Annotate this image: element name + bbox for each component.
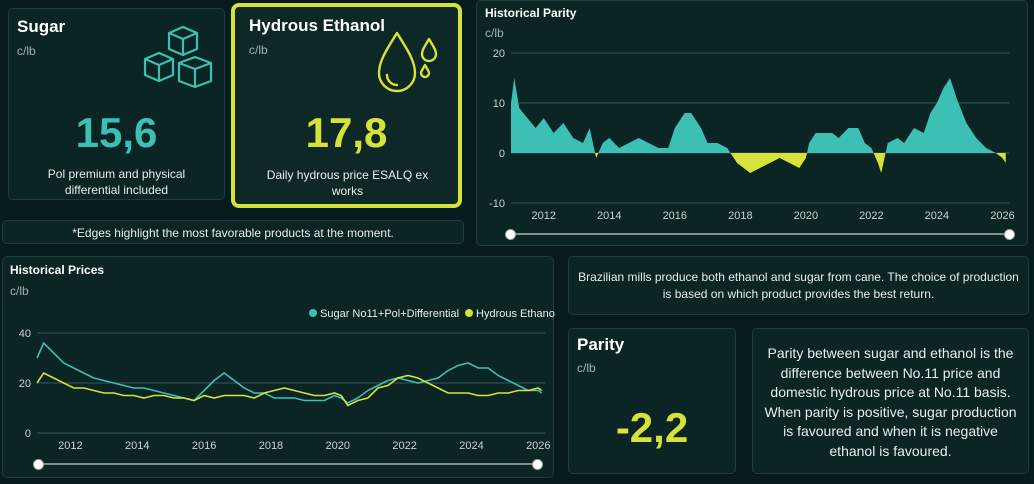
parity-title: Parity (577, 335, 625, 354)
ethanol-description: Daily hydrous price ESALQ ex works (266, 168, 429, 198)
parity-chart: -10 0 10 20 2012 2014 2016 2018 2020 2022 2024 2026 (489, 48, 1015, 222)
ethanol-card: Hydrous Ethanol c/lb 17,8 Daily hydrous … (231, 3, 462, 208)
production-info-text: Brazilian mills produce both ethanol and… (578, 270, 1019, 301)
sugar-description: Pol premium and physical differential in… (47, 167, 186, 197)
prices-series-line-1 (36, 371, 543, 407)
prices-chart-title: Historical Prices (10, 263, 105, 277)
ethanol-unit: c/lb (249, 43, 268, 57)
parity-y-tick-label: 0 (499, 148, 505, 160)
parity-x-tick-label: 2026 (990, 210, 1014, 222)
droplets-icon (377, 31, 438, 93)
parity-value: -2,2 (615, 404, 689, 451)
prices-range-track (39, 463, 537, 465)
parity-x-tick-label: 2012 (532, 210, 556, 222)
parity-chart-title: Historical Parity (485, 6, 577, 20)
parity-positive-area (511, 78, 1006, 153)
parity-y-tick-label: 20 (493, 48, 505, 60)
prices-y-tick-label: 0 (25, 428, 31, 440)
parity-y-tick-label: 10 (493, 98, 505, 110)
parity-x-tick-label: 2014 (597, 210, 621, 222)
favorable-note-bar: *Edges highlight the most favorable prod… (2, 220, 464, 244)
prices-x-tick-label: 2018 (259, 440, 283, 452)
parity-range-end-handle[interactable] (1004, 229, 1015, 240)
prices-y-tick-label: 40 (19, 328, 31, 340)
prices-x-tick-label: 2026 (526, 440, 550, 452)
parity-chart-card: Historical Parity c/lb -10 0 10 20 2012 2014 2… (476, 0, 1028, 246)
prices-y-tick-label: 20 (19, 378, 31, 390)
prices-legend-label-0: Sugar No11+Pol+Differential (320, 308, 459, 320)
parity-x-tick-label: 2020 (794, 210, 818, 222)
parity-card: Parity c/lb -2,2 (568, 328, 736, 474)
parity-explanation-card: Parity between sugar and ethanol is the … (752, 328, 1029, 474)
ethanol-value: 17,8 (305, 109, 388, 156)
production-info-card: Brazilian mills produce both ethanol and… (568, 256, 1029, 315)
prices-x-tick-label: 2022 (392, 440, 416, 452)
parity-x-tick-label: 2024 (925, 210, 949, 222)
prices-range-end-handle[interactable] (532, 459, 543, 470)
prices-x-tick-label: 2012 (58, 440, 82, 452)
prices-chart: 0 20 40 2012 2014 2016 2018 2020 2022 2024 2026 Sug… (19, 308, 555, 452)
prices-x-tick-label: 2020 (326, 440, 350, 452)
sugar-cubes-icon (143, 25, 213, 89)
ethanol-title: Hydrous Ethanol (249, 16, 386, 35)
prices-range-start-handle[interactable] (33, 459, 44, 470)
prices-legend-marker-1 (465, 309, 474, 317)
sugar-card: Sugar c/lb 15,6 Pol premium and physical… (8, 8, 225, 200)
parity-range-start-handle[interactable] (505, 229, 516, 240)
parity-x-tick-label: 2016 (663, 210, 687, 222)
prices-legend-marker-0 (309, 309, 317, 317)
prices-chart-card: Historical Prices c/lb 0 20 40 2012 2014 2016… (2, 256, 555, 478)
sugar-title: Sugar (17, 17, 66, 36)
prices-x-tick-label: 2014 (125, 440, 149, 452)
prices-legend-label-1: Hydrous Ethanol (476, 308, 555, 320)
parity-y-tick-label: -10 (489, 198, 505, 210)
parity-negative-area (511, 153, 1006, 173)
prices-series-line-0 (36, 341, 543, 404)
prices-x-tick-label: 2016 (192, 440, 216, 452)
parity-chart-unit: c/lb (485, 26, 504, 40)
parity-explanation-text: Parity between sugar and ethanol is the … (764, 345, 1017, 459)
parity-unit: c/lb (577, 361, 596, 375)
sugar-value: 15,6 (75, 109, 158, 156)
prices-chart-unit: c/lb (10, 284, 29, 298)
favorable-note-text: *Edges highlight the most favorable prod… (72, 226, 394, 240)
parity-x-tick-label: 2018 (728, 210, 752, 222)
parity-range-track (511, 233, 1009, 235)
sugar-unit: c/lb (17, 44, 36, 58)
prices-x-tick-label: 2024 (459, 440, 483, 452)
parity-x-tick-label: 2022 (859, 210, 883, 222)
